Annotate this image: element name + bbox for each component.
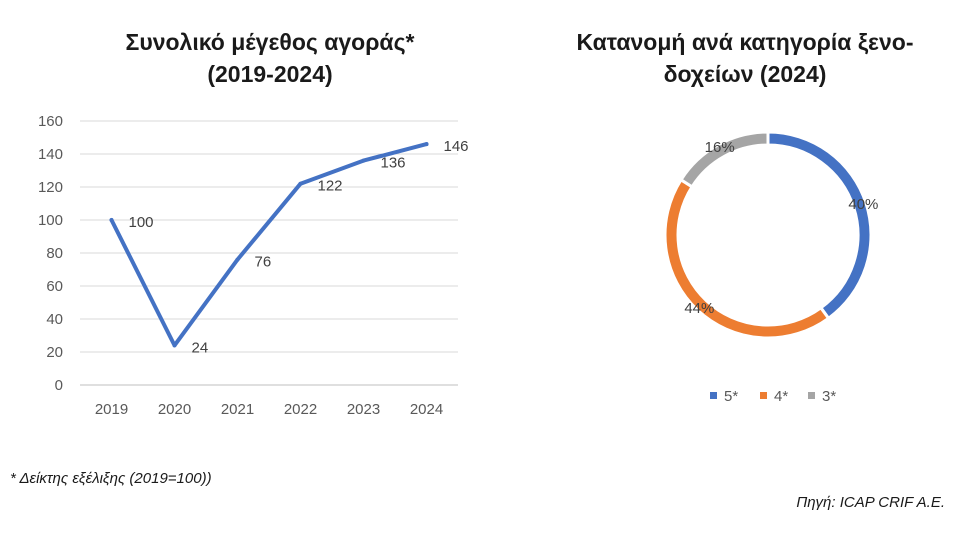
y-tick-label: 100 [38,212,63,229]
slice-label: 44% [684,300,714,317]
legend-label: 4* [774,388,788,405]
legend-swatch [760,392,767,399]
data-label: 100 [129,214,154,231]
donut-slice [678,130,770,189]
line-series [109,142,429,348]
legend-swatch [710,392,717,399]
footnote: * Δείκτης εξέλιξης (2019=100)) [10,470,212,487]
y-tick-label: 40 [46,311,63,328]
x-tick-label: 2023 [347,401,380,418]
data-point [109,218,114,222]
source-note: Πηγή: ICAP CRIF A.E. [796,494,945,511]
x-tick-label: 2024 [410,401,443,418]
donut-slice [766,130,873,321]
data-label: 76 [255,254,272,271]
data-point [298,181,303,186]
data-label: 146 [444,138,469,155]
legend-swatch [808,392,815,399]
y-tick-label: 140 [38,146,63,163]
data-label: 136 [381,155,406,172]
data-point [424,142,429,147]
slice-label: 16% [705,139,735,156]
data-point [172,343,177,348]
line-chart-title: Συνολικό μέγεθος αγοράς* (2019-2024) [40,26,500,90]
x-tick-label: 2020 [158,401,191,418]
x-tick-label: 2019 [95,401,128,418]
legend-label: 5* [724,388,738,405]
y-tick-label: 80 [46,245,63,262]
line-chart-title-line1: Συνολικό μέγεθος αγοράς* [125,29,415,55]
y-tick-label: 60 [46,278,63,295]
donut-chart-title: Κατανομή ανά κατηγορία ξενο- δοχείων (20… [530,26,960,90]
y-tick-label: 160 [38,113,63,130]
line-chart-title-line2: (2019-2024) [207,61,333,87]
x-tick-label: 2022 [284,401,317,418]
y-tick-label: 120 [38,179,63,196]
x-tick-label: 2021 [221,401,254,418]
y-tick-label: 20 [46,344,63,361]
donut-chart-title-line1: Κατανομή ανά κατηγορία ξενο- [576,29,914,55]
data-label: 24 [192,339,209,356]
data-point [361,158,366,163]
y-tick-label: 0 [55,377,63,394]
data-label: 122 [318,178,343,195]
donut-chart-title-line2: δοχείων (2024) [663,61,827,87]
data-point [235,257,240,262]
slice-label: 40% [848,196,878,213]
legend-label: 3* [822,388,836,405]
